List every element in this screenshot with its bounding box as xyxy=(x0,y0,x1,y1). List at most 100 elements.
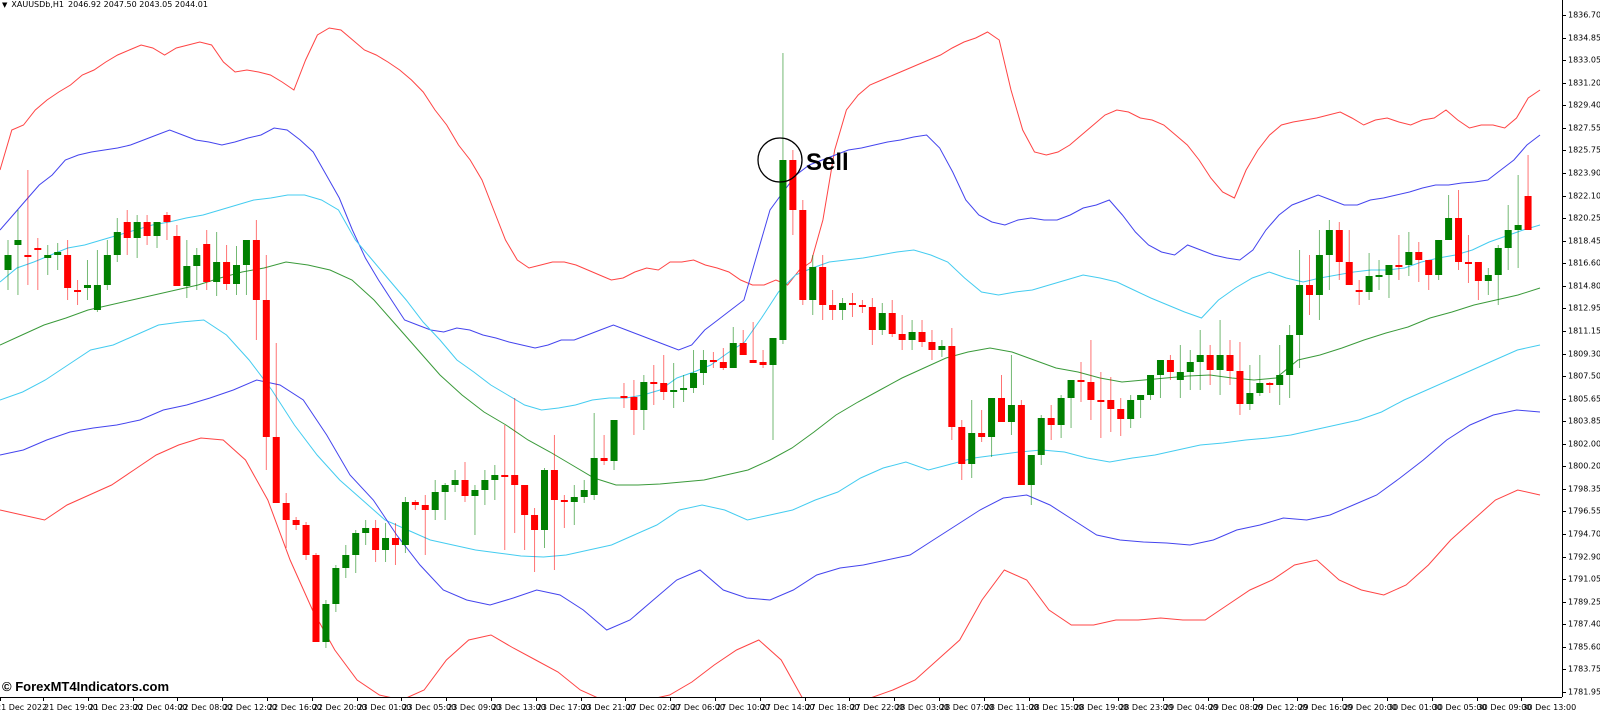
bull-candle xyxy=(133,215,141,258)
bear-candle xyxy=(501,425,509,550)
bull-candle xyxy=(1027,455,1035,505)
bear-candle xyxy=(1395,235,1403,280)
bull-candle xyxy=(451,470,459,492)
price-tick xyxy=(1562,669,1566,671)
time-axis[interactable]: 21 Dec 2022 21 Dec 19:00 21 Dec 23:00 22 De… xyxy=(0,697,1576,722)
price-label: 1798.35 xyxy=(1568,484,1600,494)
bull-candle xyxy=(481,470,489,505)
time-tick xyxy=(1476,697,1478,701)
bear-candle xyxy=(1335,222,1343,280)
price-axis[interactable]: 1836.70 1834.85 1833.05 1831.20 1829.40 1827.… xyxy=(1562,0,1600,697)
bear-candle xyxy=(312,553,320,642)
bear-candle xyxy=(372,520,380,562)
bear-candle xyxy=(998,375,1006,422)
bear-candle xyxy=(1236,342,1244,415)
bear-candle xyxy=(1226,340,1234,385)
bear-candle xyxy=(1117,398,1125,436)
price-tick xyxy=(1562,466,1566,468)
time-label: 27 Dec 02:00 xyxy=(626,703,681,712)
bear-candle xyxy=(1047,405,1055,440)
price-tick xyxy=(1562,330,1566,332)
time-label: 22 Dec 08:00 xyxy=(178,703,233,712)
time-tick xyxy=(715,697,716,701)
ohlc-values: 2046.92 2047.50 2043.05 2044.01 xyxy=(68,0,208,9)
bull-candle xyxy=(1127,395,1135,428)
bull-candle xyxy=(1504,205,1512,270)
time-label: 30 Dec 13:00 xyxy=(1522,703,1577,712)
price-tick xyxy=(1562,601,1566,603)
price-label: 1792.90 xyxy=(1568,552,1600,562)
bull-candle xyxy=(54,243,62,270)
time-tick xyxy=(267,697,268,701)
bear-candle xyxy=(292,517,300,530)
bear-candle xyxy=(918,320,926,347)
price-label: 1789.25 xyxy=(1568,597,1600,607)
time-tick xyxy=(759,697,761,701)
bull-candle xyxy=(352,530,360,573)
time-tick xyxy=(983,697,985,701)
bull-candle xyxy=(779,53,787,344)
bull-candle xyxy=(1365,253,1373,300)
time-label: 27 Dec 06:00 xyxy=(671,703,725,712)
bear-candle xyxy=(829,290,837,320)
price-tick xyxy=(1562,172,1566,174)
price-tick xyxy=(1562,15,1566,16)
bull-candle xyxy=(1256,355,1264,396)
price-label: 1829.40 xyxy=(1568,100,1600,110)
time-label: 23 Dec 05:00 xyxy=(402,703,457,712)
time-tick xyxy=(446,697,448,701)
dropdown-triangle-icon[interactable]: ▼ xyxy=(2,0,8,9)
price-tick xyxy=(1562,443,1566,445)
bear-candle xyxy=(521,485,529,550)
time-tick xyxy=(43,697,44,701)
bull-candle xyxy=(670,363,678,408)
band-outer-lower-line xyxy=(0,437,1541,697)
bear-candle xyxy=(630,380,638,435)
bull-candle xyxy=(441,483,449,520)
time-label: 28 Dec 11:00 xyxy=(984,703,1039,712)
bull-candle xyxy=(938,340,946,357)
price-tick xyxy=(1562,218,1566,220)
time-label: 23 Dec 01:00 xyxy=(357,703,412,712)
time-tick xyxy=(535,697,537,701)
bull-candle xyxy=(1315,230,1323,320)
candlestick-chart xyxy=(0,27,1541,697)
bull-candle xyxy=(382,523,390,562)
price-label: 1816.60 xyxy=(1568,258,1600,268)
bear-candle xyxy=(64,240,72,300)
bull-candle xyxy=(1137,395,1145,418)
bull-candle xyxy=(1514,175,1522,268)
time-tick xyxy=(1028,697,1030,701)
bear-candle xyxy=(749,322,757,363)
watermark: © ForexMT4Indicators.com xyxy=(2,679,170,694)
price-label: 1800.20 xyxy=(1568,461,1600,471)
chart-plot-area[interactable] xyxy=(0,0,1562,697)
time-label: 21 Dec 19:00 xyxy=(44,703,98,712)
bull-candle xyxy=(14,210,22,295)
bull-candle xyxy=(1037,415,1045,465)
bull-candle xyxy=(988,398,996,457)
time-tick xyxy=(1118,697,1120,701)
time-label: 23 Dec 21:00 xyxy=(581,703,636,712)
time-label: 22 Dec 20:00 xyxy=(312,703,367,712)
price-tick xyxy=(1562,556,1566,558)
bear-candle xyxy=(978,410,986,442)
bull-candle xyxy=(242,240,250,295)
time-label: 29 Dec 20:00 xyxy=(1343,703,1397,712)
bear-candle xyxy=(1077,362,1085,402)
price-tick xyxy=(1562,376,1566,378)
bull-candle xyxy=(729,327,737,368)
time-label: 27 Dec 18:00 xyxy=(805,703,860,712)
bull-candle xyxy=(83,260,91,300)
time-tick xyxy=(939,697,940,701)
chart-header: ▼ XAUUSDb,H1 2046.92 2047.50 2043.05 204… xyxy=(2,0,208,9)
price-label: 1833.05 xyxy=(1568,55,1600,65)
bull-candle xyxy=(4,240,12,290)
price-label: 1781.95 xyxy=(1568,687,1600,697)
price-label: 1802.00 xyxy=(1568,439,1600,449)
bear-candle xyxy=(1524,155,1532,230)
bull-candle xyxy=(968,400,976,478)
price-label: 1820.25 xyxy=(1568,213,1600,223)
symbol-label: XAUUSDb,H1 xyxy=(11,0,65,9)
time-label: 22 Dec 16:00 xyxy=(268,703,322,712)
